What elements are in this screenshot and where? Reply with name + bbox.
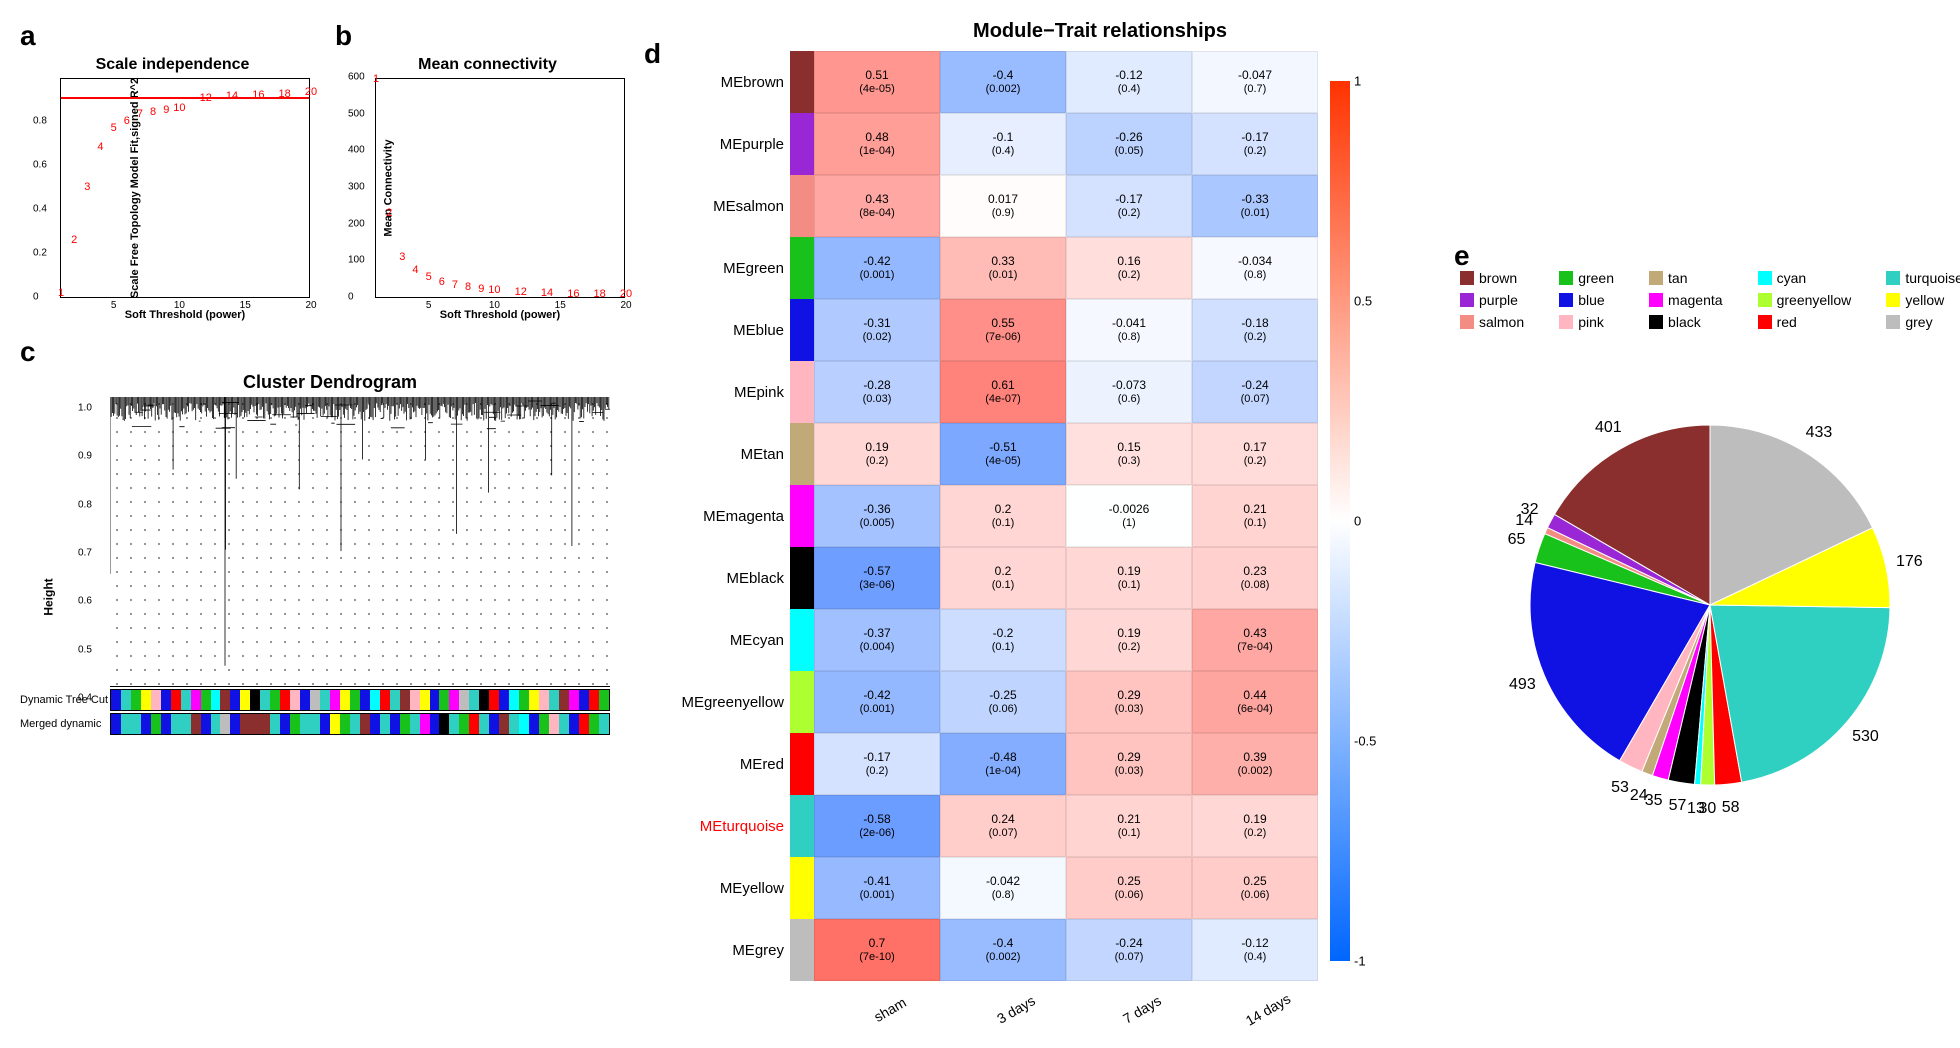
legend-item: salmon (1460, 314, 1541, 330)
heatmap-row: MEtan0.19(0.2)-0.51(4e-05)0.15(0.3)0.17(… (660, 423, 1318, 485)
dendrogram: Height Dynamic Tree Cut Merged dynamic 0… (60, 397, 620, 797)
heatmap-row: MEbrown0.51(4e-05)-0.4(0.002)-0.12(0.4)-… (660, 51, 1318, 113)
heatmap-xaxis: sham3 days7 days14 days (814, 981, 1440, 1021)
panel-b-xlabel: Soft Threshold (power) (440, 309, 560, 321)
legend-item: blue (1559, 292, 1631, 308)
heatmap-row: MEred-0.17(0.2)-0.48(1e-04)0.29(0.03)0.3… (660, 733, 1318, 795)
panel-e: e brownpurplesalmongreenbluepinktanmagen… (1460, 270, 1960, 830)
panel-b-title: Mean connectivity (335, 56, 640, 74)
pie-chart: 40132146549353243557133058530176433 (1470, 350, 1950, 830)
heatmap-row: MEyellow-0.41(0.001)-0.042(0.8)0.25(0.06… (660, 857, 1318, 919)
panel-d: d Module−Trait relationships MEbrown0.51… (640, 20, 1440, 1021)
legend-item: grey (1886, 314, 1960, 330)
panel-d-title: Module−Trait relationships (760, 20, 1440, 43)
heatmap-row: MEblack-0.57(3e-06)0.2(0.1)0.19(0.1)0.23… (660, 547, 1318, 609)
legend-item: black (1649, 314, 1740, 330)
heatmap-row: MEblue-0.31(0.02)0.55(7e-06)-0.041(0.8)-… (660, 299, 1318, 361)
heatmap-row: MEsalmon0.43(8e-04)0.017(0.9)-0.17(0.2)-… (660, 175, 1318, 237)
panel-a-xlabel: Soft Threshold (power) (125, 309, 245, 321)
heatmap-row: MEmagenta-0.36(0.005)0.2(0.1)-0.0026(1)0… (660, 485, 1318, 547)
panel-a-plot: Scale Free Topology Model Fit,signed R^2… (60, 78, 310, 298)
legend-item: purple (1460, 292, 1541, 308)
pie-legend: brown purple salmon green blue pink tan magenta… (1460, 270, 1960, 330)
panel-c-title: Cluster Dendrogram (20, 372, 640, 393)
heatmap-row: MEturquoise-0.58(2e-06)0.24(0.07)0.21(0.… (660, 795, 1318, 857)
colorbar: 10.50-0.5-1 (1330, 51, 1350, 981)
panel-a-title: Scale independence (20, 56, 325, 74)
heatmap-body: MEbrown0.51(4e-05)-0.4(0.002)-0.12(0.4)-… (660, 51, 1318, 981)
heatmap-row: MEcyan-0.37(0.004)-0.2(0.1)0.19(0.2)0.43… (660, 609, 1318, 671)
panel-b-label: b (335, 20, 352, 52)
panel-d-label: d (644, 38, 661, 70)
panel-c-label: c (20, 336, 36, 368)
heatmap-row: MEgreenyellow-0.42(0.001)-0.25(0.06)0.29… (660, 671, 1318, 733)
dynamic-tree-cut-row: Dynamic Tree Cut (20, 687, 620, 711)
legend-item: yellow (1886, 292, 1960, 308)
panel-b: b Mean connectivity Mean Connectivity So… (335, 20, 640, 326)
panel-b-ylabel: Mean Connectivity (383, 139, 395, 236)
legend-item: green (1559, 270, 1631, 286)
heatmap-row: MEpink-0.28(0.03)0.61(4e-07)-0.073(0.6)-… (660, 361, 1318, 423)
panel-a-label: a (20, 20, 36, 52)
panel-c-ylabel: Height (42, 578, 56, 615)
panel-c: c Cluster Dendrogram Height Dynamic Tree… (20, 336, 640, 797)
merged-dynamic-row: Merged dynamic (20, 711, 620, 735)
heatmap-row: MEpurple0.48(1e-04)-0.1(0.4)-0.26(0.05)-… (660, 113, 1318, 175)
heatmap-row: MEgrey0.7(7e-10)-0.4(0.002)-0.24(0.07)-0… (660, 919, 1318, 981)
panel-b-plot: Mean Connectivity Soft Threshold (power)… (375, 78, 625, 298)
heatmap-row: MEgreen-0.42(0.001)0.33(0.01)0.16(0.2)-0… (660, 237, 1318, 299)
legend-item: greenyellow (1758, 292, 1869, 308)
panel-e-label: e (1454, 240, 1470, 272)
legend-item: magenta (1649, 292, 1740, 308)
legend-item: brown (1460, 270, 1541, 286)
legend-item: tan (1649, 270, 1740, 286)
panel-a: a Scale independence Scale Free Topology… (20, 20, 325, 326)
legend-item: red (1758, 314, 1869, 330)
legend-item: pink (1559, 314, 1631, 330)
legend-item: cyan (1758, 270, 1869, 286)
legend-item: turquoise (1886, 270, 1960, 286)
